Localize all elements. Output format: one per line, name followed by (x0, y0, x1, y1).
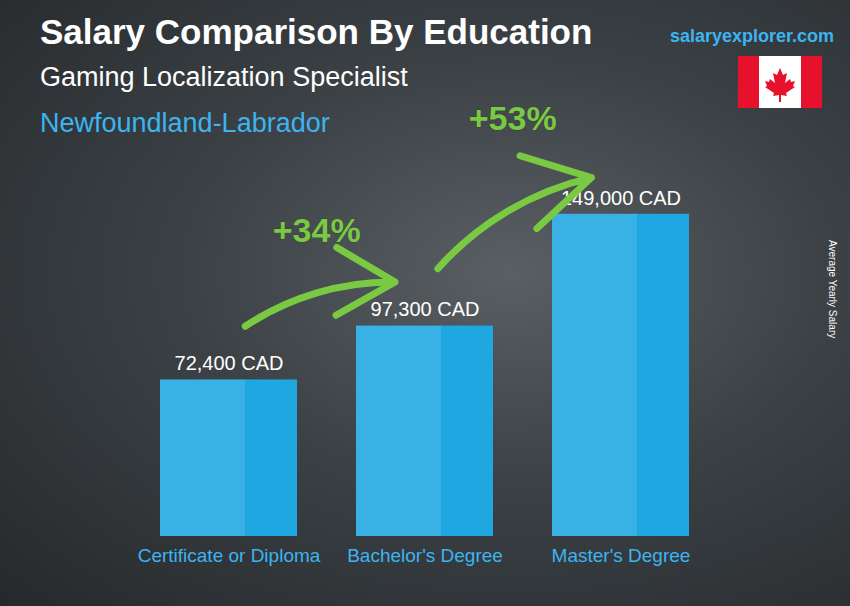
html-text:Gaming Localization Specialist: Gaming Localization Specialist (40, 62, 408, 92)
html-text:Average Yearly Salary: Average Yearly Salary (827, 240, 838, 339)
html-text:Salary Comparison By Education: Salary Comparison By Education (40, 12, 593, 51)
svg-text:Bachelor's Degree: Bachelor's Degree (347, 545, 503, 566)
svg-text:97,300 CAD: 97,300 CAD (371, 298, 480, 320)
svg-text:Master's Degree: Master's Degree (552, 545, 691, 566)
svg-text:+53%: +53% (469, 99, 557, 137)
svg-text:+34%: +34% (273, 211, 361, 249)
html-text:salaryexplorer.com: salaryexplorer.com (669, 26, 834, 46)
html-text:Newfoundland-Labrador: Newfoundland-Labrador (40, 108, 330, 138)
svg-text:72,400 CAD: 72,400 CAD (175, 352, 284, 374)
svg-text:149,000 CAD: 149,000 CAD (561, 186, 681, 209)
svg-text:Certificate or Diploma: Certificate or Diploma (138, 545, 321, 566)
